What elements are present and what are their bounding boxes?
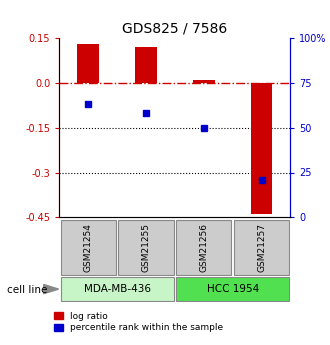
- FancyBboxPatch shape: [60, 277, 174, 301]
- Text: cell line: cell line: [7, 286, 47, 295]
- Text: MDA-MB-436: MDA-MB-436: [83, 284, 151, 294]
- Text: GSM21256: GSM21256: [199, 223, 208, 272]
- Legend: log ratio, percentile rank within the sample: log ratio, percentile rank within the sa…: [54, 312, 223, 332]
- FancyBboxPatch shape: [118, 220, 174, 275]
- FancyBboxPatch shape: [234, 220, 289, 275]
- Bar: [193, 80, 215, 83]
- Text: GSM21257: GSM21257: [257, 223, 266, 272]
- Bar: [77, 44, 99, 83]
- Text: GSM21255: GSM21255: [142, 223, 150, 272]
- FancyBboxPatch shape: [176, 277, 289, 301]
- FancyBboxPatch shape: [176, 220, 231, 275]
- Polygon shape: [44, 285, 59, 294]
- Text: HCC 1954: HCC 1954: [207, 284, 259, 294]
- Text: GSM21254: GSM21254: [84, 223, 93, 272]
- Bar: [135, 47, 157, 83]
- FancyBboxPatch shape: [60, 220, 116, 275]
- Bar: [250, 83, 273, 214]
- Title: GDS825 / 7586: GDS825 / 7586: [122, 21, 227, 36]
